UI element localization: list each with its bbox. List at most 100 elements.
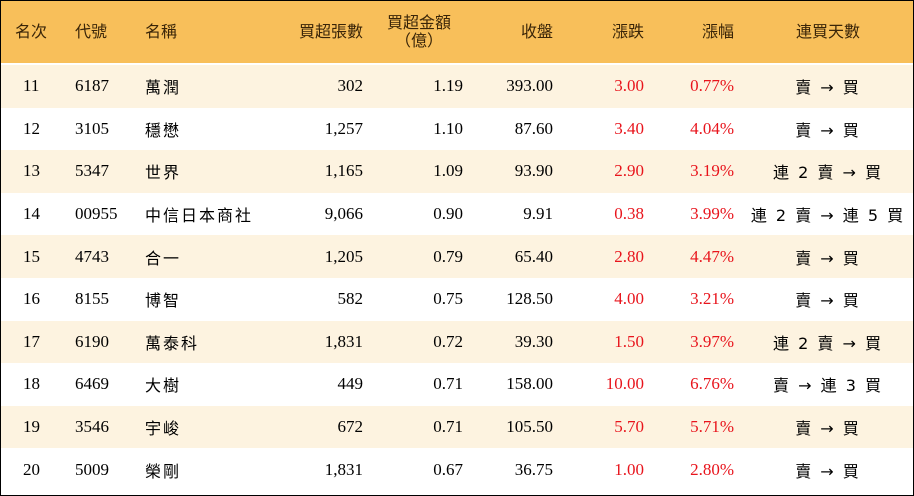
header-net-buy-amount: 買超金額 （億） (373, 1, 465, 63)
net-buy-amount-cell: 0.71 (433, 374, 463, 394)
close-cell: 128.50 (506, 289, 553, 309)
net-buy-lots-cell: 1,831 (324, 331, 363, 351)
rank-cell: 19 (23, 417, 40, 437)
change-cell: 5.70 (614, 417, 644, 437)
net-buy-amount-cell: 1.19 (433, 76, 463, 96)
change-cell: 0.38 (614, 204, 644, 224)
net-buy-amount-cell: 0.67 (433, 459, 463, 479)
consecutive-days-cell: 賣 → 買 (795, 120, 861, 140)
close-cell: 158.00 (506, 374, 553, 394)
name-cell: 穩懋 (145, 120, 182, 140)
consecutive-days-cell: 賣 → 買 (795, 461, 861, 481)
close-cell: 39.30 (514, 331, 553, 351)
table-body: 11 6187 萬潤 302 1.19 393.00 3.00 0.77% 賣 … (1, 65, 913, 491)
close-cell: 87.60 (514, 118, 553, 138)
change-pct-cell: 3.19% (690, 161, 734, 181)
net-buy-amount-cell: 0.90 (433, 204, 463, 224)
change-pct-cell: 6.76% (690, 374, 734, 394)
net-buy-amount-cell: 0.72 (433, 331, 463, 351)
consecutive-days-cell: 賣 → 買 (795, 248, 861, 268)
net-buy-amount-cell: 1.09 (433, 161, 463, 181)
name-cell: 大樹 (145, 376, 182, 396)
rank-cell: 17 (23, 331, 40, 351)
close-cell: 36.75 (514, 459, 553, 479)
table-row: 20 5009 榮剛 1,831 0.67 36.75 1.00 2.80% 賣… (1, 448, 913, 491)
name-cell: 中信日本商社 (145, 206, 254, 226)
change-cell: 3.00 (614, 76, 644, 96)
change-pct-cell: 2.80% (690, 459, 734, 479)
header-net-buy-lots: 買超張數 (298, 22, 363, 41)
consecutive-days-cell: 賣 → 買 (795, 291, 861, 311)
name-cell: 博智 (145, 291, 182, 311)
rank-cell: 14 (23, 204, 40, 224)
table-row: 18 6469 大樹 449 0.71 158.00 10.00 6.76% 賣… (1, 363, 913, 406)
consecutive-days-cell: 賣 → 買 (795, 419, 861, 439)
header-change-pct: 漲幅 (701, 22, 734, 41)
code-cell: 6469 (75, 374, 109, 394)
net-buy-lots-cell: 672 (337, 417, 364, 437)
net-buy-amount-cell: 0.75 (433, 289, 463, 309)
change-pct-cell: 4.47% (690, 246, 734, 266)
table-header: 名次 代號 名稱 買超張數 買超金額 （億） 收盤 漲跌 漲幅 連買天數 (1, 1, 913, 63)
name-cell: 萬泰科 (145, 333, 200, 353)
table-row: 15 4743 合一 1,205 0.79 65.40 2.80 4.47% 賣… (1, 235, 913, 278)
consecutive-days-cell: 連 2 賣 → 買 (773, 163, 883, 183)
code-cell: 4743 (75, 246, 109, 266)
table-row: 12 3105 穩懋 1,257 1.10 87.60 3.40 4.04% 賣… (1, 107, 913, 151)
net-buy-lots-cell: 302 (337, 76, 364, 96)
code-cell: 6190 (75, 331, 109, 351)
header-name: 名稱 (145, 22, 178, 41)
change-pct-cell: 3.99% (690, 204, 734, 224)
header-net-buy-amount-line1: 買超金額 (386, 13, 451, 32)
code-cell: 3105 (75, 118, 109, 138)
change-cell: 2.90 (614, 161, 644, 181)
name-cell: 榮剛 (145, 461, 182, 481)
rank-cell: 12 (23, 118, 40, 138)
close-cell: 9.91 (523, 204, 553, 224)
net-buy-amount-cell: 0.79 (433, 246, 463, 266)
code-cell: 00955 (75, 204, 118, 224)
consecutive-days-cell: 連 2 賣 → 買 (773, 333, 883, 353)
change-pct-cell: 5.71% (690, 417, 734, 437)
net-buy-lots-cell: 1,165 (324, 161, 363, 181)
net-buy-lots-cell: 582 (337, 289, 364, 309)
change-cell: 1.50 (614, 331, 644, 351)
table-row: 17 6190 萬泰科 1,831 0.72 39.30 1.50 3.97% … (1, 320, 913, 364)
header-consecutive-days: 連買天數 (795, 22, 860, 41)
code-cell: 8155 (75, 289, 109, 309)
header-close: 收盤 (520, 22, 553, 41)
net-buy-lots-cell: 1,257 (324, 118, 363, 138)
change-pct-cell: 0.77% (690, 76, 734, 96)
rank-cell: 11 (23, 76, 40, 96)
close-cell: 105.50 (506, 417, 553, 437)
net-buy-amount-cell: 0.71 (433, 417, 463, 437)
table-row: 19 3546 宇峻 672 0.71 105.50 5.70 5.71% 賣 … (1, 405, 913, 449)
name-cell: 合一 (145, 248, 182, 268)
change-cell: 3.40 (614, 118, 644, 138)
consecutive-days-cell: 賣 → 連 3 買 (773, 376, 883, 396)
change-pct-cell: 4.04% (690, 118, 734, 138)
rank-cell: 16 (23, 289, 40, 309)
rank-cell: 13 (23, 161, 40, 181)
change-pct-cell: 3.21% (690, 289, 734, 309)
header-code: 代號 (75, 22, 108, 41)
rank-cell: 15 (23, 246, 40, 266)
close-cell: 93.90 (514, 161, 553, 181)
rank-cell: 18 (23, 374, 40, 394)
code-cell: 5009 (75, 459, 109, 479)
change-cell: 2.80 (614, 246, 644, 266)
close-cell: 393.00 (506, 76, 553, 96)
table-row: 11 6187 萬潤 302 1.19 393.00 3.00 0.77% 賣 … (1, 65, 913, 108)
net-buy-lots-cell: 449 (337, 374, 364, 394)
table-row: 14 00955 中信日本商社 9,066 0.90 9.91 0.38 3.9… (1, 192, 913, 236)
code-cell: 6187 (75, 76, 109, 96)
net-buy-lots-cell: 9,066 (324, 204, 363, 224)
code-cell: 3546 (75, 417, 109, 437)
net-buy-amount-cell: 1.10 (433, 118, 463, 138)
net-buy-lots-cell: 1,831 (324, 459, 363, 479)
consecutive-days-cell: 連 2 賣 → 連 5 買 (750, 206, 906, 226)
name-cell: 萬潤 (145, 78, 182, 98)
change-cell: 4.00 (614, 289, 644, 309)
consecutive-days-cell: 賣 → 買 (795, 78, 861, 98)
